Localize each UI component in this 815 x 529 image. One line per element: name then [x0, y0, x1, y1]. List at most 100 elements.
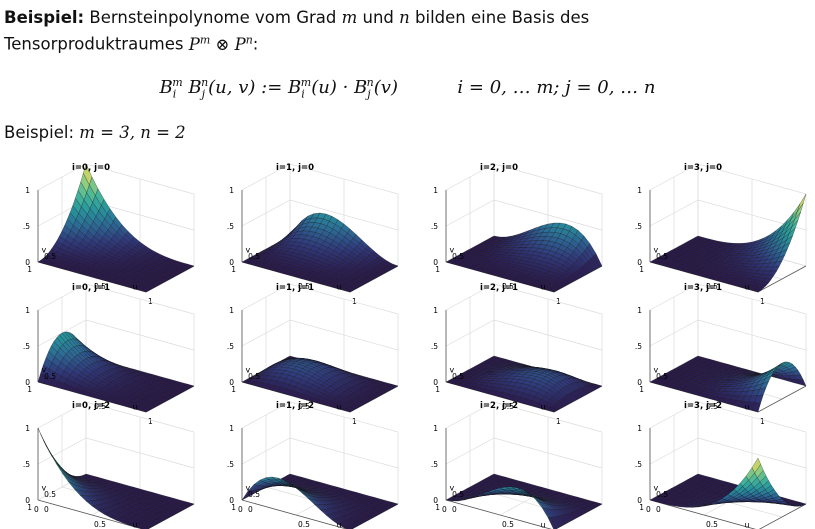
- z-tick-label: 1: [25, 306, 30, 315]
- grid-line: [241, 283, 399, 315]
- grid-line: [241, 437, 399, 469]
- u-tick-label: 0.5: [502, 282, 514, 291]
- u-tick-label: 0.5: [706, 520, 718, 529]
- surface-patch: [139, 288, 150, 293]
- v-tick-label: 1: [27, 265, 32, 274]
- grid-line: [241, 319, 399, 351]
- v-axis-label: v: [245, 484, 250, 493]
- u-tick-label: 1: [352, 297, 357, 306]
- v-axis-label: v: [449, 366, 454, 375]
- v-tick-label: 1: [27, 385, 32, 394]
- grid-line: [649, 401, 807, 433]
- surface-mesh: [445, 473, 603, 529]
- grid-line: [445, 401, 603, 433]
- v-tick-label: 0.5: [656, 252, 668, 261]
- z-tick-label: 0: [433, 258, 438, 267]
- z-tick-label: .5: [227, 342, 234, 351]
- z-tick-label: .5: [431, 222, 438, 231]
- v-tick-label: 1: [231, 385, 236, 394]
- origin-tick-label: 0: [452, 505, 457, 514]
- origin-tick-label: 0: [44, 505, 49, 514]
- grid-line: [445, 319, 603, 351]
- intro-text-line2: Tensorproduktraumes: [4, 34, 189, 54]
- plot-title: i=1, j=1: [276, 283, 314, 293]
- surface-patch: [547, 288, 558, 293]
- origin-tick-label: 0: [442, 505, 447, 514]
- var-n: n: [399, 8, 410, 27]
- z-tick-label: .5: [23, 460, 30, 469]
- plot-title: i=0, j=1: [72, 283, 110, 293]
- u-axis-label: u: [745, 521, 750, 529]
- grid-line: [445, 437, 603, 469]
- intro-text-part1: Bernsteinpolynome vom Grad: [84, 8, 342, 27]
- surface-plot: i=2, j=0 1 .5 0 0.5 1 u 0.5 1 v: [431, 163, 603, 306]
- v-tick-label: 0.5: [248, 252, 260, 261]
- u-tick-label: 0.5: [502, 520, 514, 529]
- z-tick-label: .5: [23, 222, 30, 231]
- origin-tick-label: 0: [656, 505, 661, 514]
- surface-patch: [751, 288, 762, 293]
- intro-line-2: Tensorproduktraumes Pm ⊗ Pn:: [4, 29, 589, 56]
- surface-mesh: [37, 163, 195, 293]
- grid-line: [649, 319, 807, 351]
- z-tick-label: 1: [433, 306, 438, 315]
- z-tick-label: 1: [25, 186, 30, 195]
- z-tick-label: .5: [227, 460, 234, 469]
- plot-title: i=2, j=1: [480, 283, 518, 293]
- plot-title: i=2, j=2: [480, 401, 518, 411]
- origin-tick-label: 0: [646, 505, 651, 514]
- v-axis-label: v: [245, 246, 250, 255]
- u-axis-label: u: [133, 521, 138, 529]
- grid-line: [649, 163, 807, 195]
- z-tick-label: 0: [229, 258, 234, 267]
- surface-mesh: [37, 427, 195, 529]
- axis-line: [445, 499, 552, 529]
- z-tick-label: 1: [433, 186, 438, 195]
- v-tick-label: 0.5: [452, 252, 464, 261]
- example-label: Beispiel:: [4, 123, 80, 142]
- z-tick-label: .5: [431, 460, 438, 469]
- z-tick-label: 1: [229, 424, 234, 433]
- surface-mesh: [649, 355, 807, 413]
- v-tick-label: 1: [231, 503, 236, 512]
- u-axis-label: u: [745, 403, 750, 412]
- z-tick-label: .5: [635, 460, 642, 469]
- z-tick-label: .5: [227, 222, 234, 231]
- v-axis-label: v: [245, 366, 250, 375]
- z-tick-label: .5: [23, 342, 30, 351]
- surface-mesh: [241, 212, 399, 293]
- surface-mesh: [445, 355, 603, 413]
- v-axis-label: v: [653, 246, 658, 255]
- surface-mesh: [445, 222, 603, 293]
- example-line: Beispiel: m = 3, n = 2: [4, 123, 186, 142]
- u-axis-label: u: [745, 283, 750, 292]
- u-tick-label: 1: [556, 417, 561, 426]
- tensor-space: Pm ⊗ Pn: [188, 33, 253, 54]
- var-m: m: [341, 8, 358, 27]
- intro-colon: :: [252, 34, 259, 54]
- intro-line-1: Beispiel: Bernsteinpolynome vom Grad m u…: [4, 7, 589, 29]
- v-axis-label: v: [41, 366, 46, 375]
- intro-text: Beispiel: Bernsteinpolynome vom Grad m u…: [4, 7, 589, 56]
- z-tick-label: 1: [637, 424, 642, 433]
- v-tick-label: 0.5: [44, 252, 56, 261]
- plot-title: i=3, j=1: [684, 283, 722, 293]
- formula-lhs: Bim Bjn(u, v) := Bim(u) · Bjn(v): [159, 76, 404, 101]
- z-tick-label: .5: [431, 342, 438, 351]
- plot-title: i=3, j=0: [684, 163, 722, 173]
- u-tick-label: 0.5: [298, 282, 310, 291]
- u-tick-label: 0.5: [94, 520, 106, 529]
- v-axis-label: v: [653, 366, 658, 375]
- u-axis-label: u: [541, 283, 546, 292]
- surface-mesh: [241, 473, 399, 529]
- v-tick-label: 1: [639, 265, 644, 274]
- z-tick-label: 1: [637, 186, 642, 195]
- u-axis-label: u: [337, 521, 342, 529]
- z-tick-label: 0: [637, 258, 642, 267]
- u-axis-label: u: [541, 521, 546, 529]
- u-axis-label: u: [133, 403, 138, 412]
- u-tick-label: 1: [760, 297, 765, 306]
